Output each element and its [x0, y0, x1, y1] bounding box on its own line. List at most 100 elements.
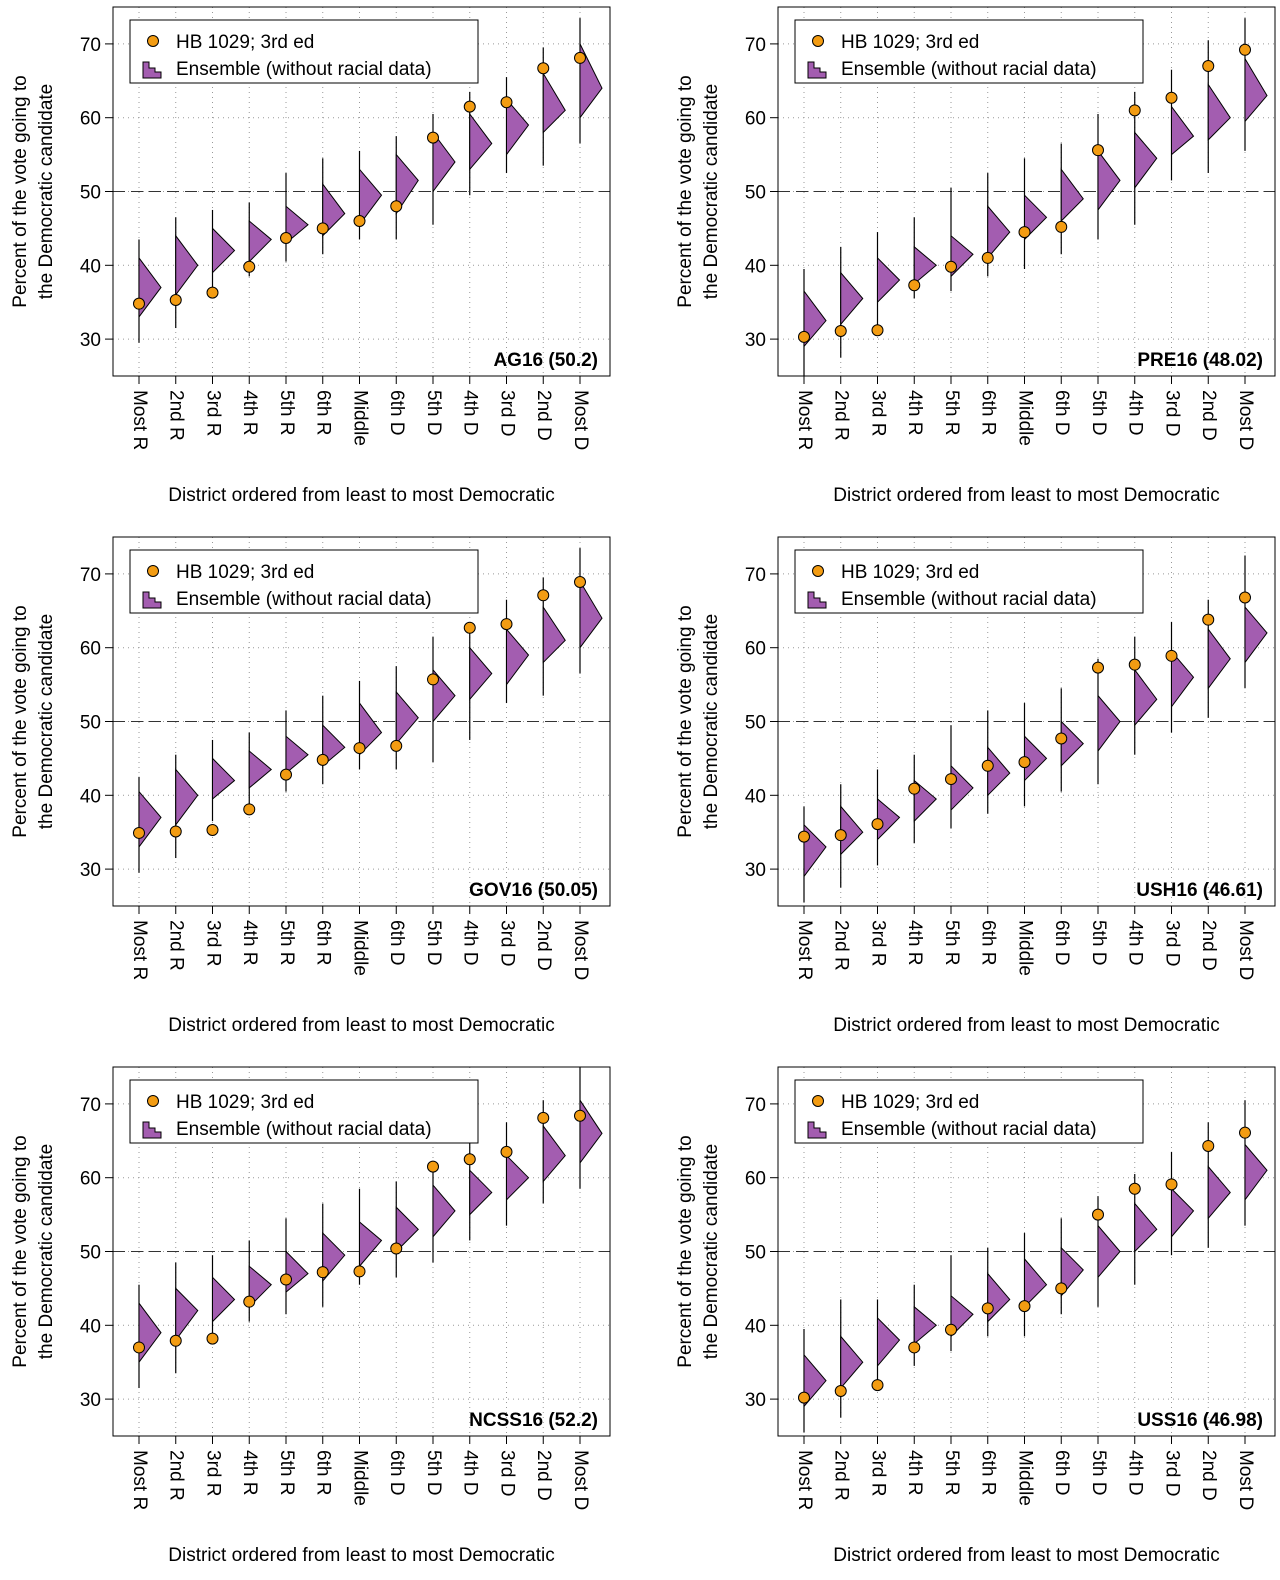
legend-marker	[807, 591, 827, 609]
panel: 30 40 50 60 70 Percent of the vote going to th…	[10, 1066, 611, 1566]
ensemble-distribution	[877, 1316, 901, 1368]
y-axis-label: Percent of the vote going to	[10, 605, 31, 837]
ensemble-distribution	[877, 256, 901, 304]
x-tick-label: 5th R	[941, 1450, 962, 1495]
ensemble-distribution	[987, 1272, 1011, 1323]
y-tick-label: 40	[745, 1316, 766, 1337]
legend-label: HB 1029; 3rd ed	[841, 32, 979, 53]
plan-point	[537, 62, 550, 75]
legend-label: Ensemble (without racial data)	[841, 589, 1097, 610]
ensemble-distribution	[1171, 105, 1195, 156]
x-tick-label: 4th D	[460, 1450, 481, 1495]
ensemble-distribution	[432, 668, 456, 723]
legend-label: HB 1029; 3rd ed	[176, 1092, 314, 1113]
x-tick-label: 5th R	[276, 390, 297, 435]
y-tick-label: 40	[80, 256, 101, 277]
x-tick-label: 6th R	[313, 1450, 334, 1495]
x-tick-label: Middle	[1014, 1450, 1035, 1506]
panel: 30 40 50 60 70 Percent of the vote going to th…	[10, 6, 611, 506]
y-axis-label: Percent of the vote going to	[675, 1135, 696, 1367]
y-axis-label: the Democratic candidate	[701, 84, 722, 299]
panel: 30 40 50 60 70 Percent of the vote going to th…	[10, 536, 611, 1036]
plan-point	[1128, 104, 1141, 117]
panel-label: GOV16 (50.05)	[469, 880, 598, 901]
x-tick-label: 2nd R	[166, 920, 187, 971]
y-axis-label: Percent of the vote going to	[10, 1135, 31, 1367]
ensemble-distribution	[1060, 167, 1084, 223]
plan-point	[463, 100, 476, 113]
legend-label: Ensemble (without racial data)	[176, 589, 432, 610]
panel-label: USS16 (46.98)	[1137, 1410, 1263, 1431]
legend-marker	[142, 61, 162, 79]
plan-point	[908, 279, 921, 292]
ensemble-distribution	[248, 749, 273, 789]
plan-point	[206, 823, 219, 836]
ensemble-distribution	[1171, 1187, 1195, 1239]
x-tick-label: 2nd D	[1198, 920, 1219, 971]
plan-point	[1018, 226, 1031, 239]
ensemble-distribution	[138, 790, 162, 849]
y-tick-label: 50	[80, 1243, 101, 1264]
x-tick-label: 4th D	[460, 390, 481, 435]
legend-marker	[142, 591, 162, 609]
plan-point	[206, 286, 219, 299]
plan-point	[390, 200, 403, 213]
x-tick-label: 2nd D	[1198, 390, 1219, 441]
x-tick-label: 2nd R	[831, 1450, 852, 1501]
x-tick-label: Middle	[349, 390, 370, 446]
ensemble-distribution	[138, 1301, 162, 1364]
plan-point	[500, 618, 513, 631]
plan-point	[871, 1379, 884, 1392]
panel-label: NCSS16 (52.2)	[469, 1410, 598, 1431]
x-tick-label: 3rd D	[496, 920, 517, 966]
plan-point	[280, 1273, 292, 1286]
y-tick-label: 40	[80, 786, 101, 807]
x-tick-label: 3rd R	[202, 920, 223, 966]
plan-point	[169, 825, 182, 838]
legend-label: Ensemble (without racial data)	[176, 59, 432, 80]
panel: 30 40 50 60 70 Percent of the vote going to th…	[675, 1066, 1276, 1566]
x-tick-label: 5th D	[1088, 390, 1109, 435]
ensemble-distribution	[542, 1124, 566, 1183]
y-tick-label: 50	[80, 713, 101, 734]
x-tick-label: 2nd R	[166, 1450, 187, 1501]
plan-point	[1239, 43, 1251, 56]
plan-point	[908, 782, 921, 795]
plan-point	[537, 1111, 550, 1124]
legend-label: HB 1029; 3rd ed	[841, 562, 979, 583]
ensemble-distribution	[542, 605, 566, 664]
y-tick-label: 40	[745, 786, 766, 807]
y-tick-label: 70	[80, 1095, 101, 1116]
x-tick-label: Most D	[570, 920, 591, 980]
x-tick-label: 2nd R	[831, 920, 852, 971]
plan-point	[574, 1109, 586, 1122]
y-tick-label: 60	[80, 1169, 101, 1190]
plan-point	[169, 293, 182, 306]
y-tick-label: 60	[745, 639, 766, 660]
ensemble-distribution	[913, 245, 938, 285]
y-tick-label: 60	[745, 1169, 766, 1190]
x-tick-label: 6th D	[386, 390, 407, 435]
x-tick-label: Most D	[1235, 920, 1256, 980]
ensemble-distribution	[175, 1287, 199, 1342]
x-tick-label: 3rd D	[496, 390, 517, 436]
x-tick-label: Middle	[1014, 390, 1035, 446]
x-tick-label: Most R	[129, 1450, 150, 1510]
x-tick-label: 4th D	[1125, 1450, 1146, 1495]
ensemble-distribution	[506, 627, 530, 687]
legend-box	[794, 549, 1144, 614]
y-tick-label: 70	[80, 565, 101, 586]
ensemble-distribution	[579, 43, 603, 120]
legend-box	[794, 1079, 1144, 1144]
plan-point	[908, 1341, 921, 1354]
ensemble-distribution	[175, 768, 199, 827]
plan-point	[133, 297, 145, 310]
legend-label: HB 1029; 3rd ed	[176, 32, 314, 53]
x-tick-label: 5th D	[1088, 920, 1109, 965]
x-tick-label: Most D	[570, 390, 591, 450]
x-tick-label: Most R	[794, 920, 815, 980]
x-tick-label: 4th D	[460, 920, 481, 965]
plan-point	[500, 1145, 513, 1158]
plan-point	[133, 1341, 145, 1354]
ensemble-distribution	[913, 1305, 938, 1345]
